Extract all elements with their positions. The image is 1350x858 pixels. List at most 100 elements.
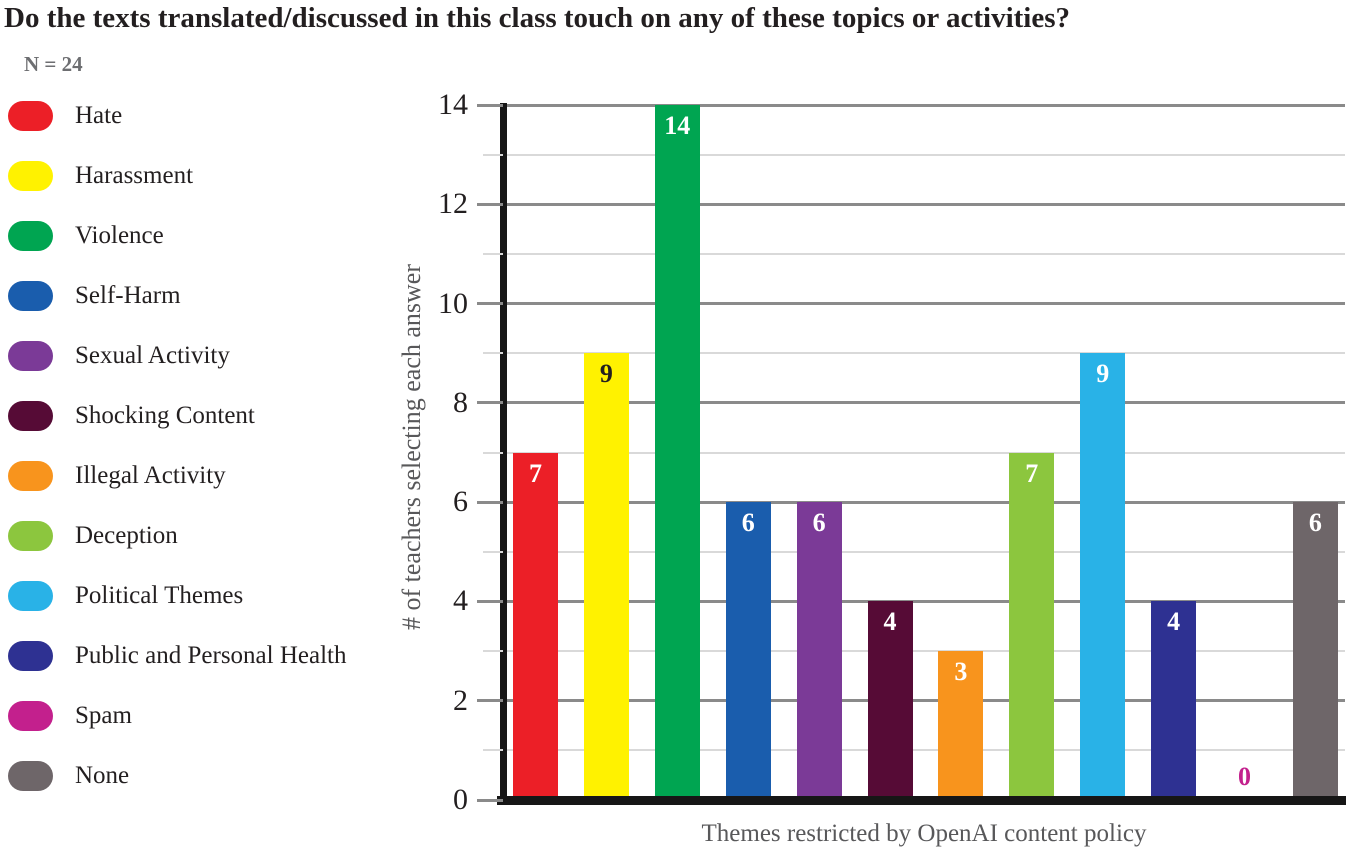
legend-swatch — [8, 701, 53, 731]
bar: 4 — [867, 601, 913, 800]
gridline-major — [503, 599, 1345, 603]
y-tick-label: 10 — [438, 286, 468, 320]
y-tick-label: 6 — [453, 485, 468, 519]
bar-value-label: 4 — [883, 607, 897, 637]
legend: Hate Harassment Violence Self-Harm Sexual Ac… — [8, 101, 346, 821]
legend-item-label: Public and Personal Health — [75, 642, 347, 669]
y-tick — [483, 451, 503, 454]
y-tick — [477, 798, 503, 802]
figure-title: Do the texts translated/discussed in thi… — [4, 2, 1071, 34]
y-axis-line — [500, 103, 507, 803]
bar-value-label: 6 — [741, 508, 755, 538]
legend-item: None — [8, 761, 346, 791]
bar-value-label: 7 — [529, 458, 542, 488]
bar: 7 — [513, 452, 558, 800]
bar-value-label: 4 — [1167, 607, 1181, 637]
legend-item-label: Spam — [75, 702, 132, 729]
legend-item-label: Hate — [75, 102, 123, 129]
legend-swatch — [8, 281, 53, 311]
bar: 6 — [796, 502, 842, 800]
legend-item: Hate — [8, 101, 346, 131]
legend-item: Illegal Activity — [8, 461, 346, 491]
gridline-minor — [503, 352, 1345, 355]
y-tick-label: 0 — [453, 783, 468, 816]
legend-item-label: Self-Harm — [75, 282, 181, 309]
y-tick-label: 14 — [438, 88, 468, 121]
bar: 3 — [938, 651, 984, 800]
legend-item: Deception — [8, 521, 346, 551]
legend-swatch — [8, 761, 53, 791]
bar: 7 — [1009, 452, 1055, 800]
gridline-major — [503, 202, 1345, 206]
y-tick — [483, 252, 503, 255]
y-axis-title: # of teachers selecting each answer — [397, 264, 426, 630]
y-tick — [483, 550, 503, 553]
bar-value-label: 14 — [664, 111, 691, 140]
y-tick-label: 8 — [453, 385, 468, 419]
bar-value-label: 9 — [599, 359, 613, 389]
legend-item-label: Illegal Activity — [75, 462, 226, 489]
legend-item: Spam — [8, 701, 346, 731]
legend-swatch — [8, 521, 53, 551]
legend-item: Harassment — [8, 161, 346, 191]
gridline-minor — [503, 749, 1345, 752]
legend-item-label: Violence — [75, 222, 164, 249]
y-tick — [477, 302, 503, 306]
y-tick — [483, 650, 503, 653]
x-axis-label: Themes restricted by OpenAI content poli… — [701, 820, 1147, 847]
bar: 6 — [725, 502, 771, 800]
y-tick — [477, 202, 503, 206]
bar-value-label: 0 — [1238, 762, 1251, 791]
gridline-major — [503, 699, 1345, 703]
bar-value-label: 6 — [812, 508, 826, 538]
y-tick-label: 2 — [453, 683, 468, 717]
bar: 6 — [1292, 502, 1338, 800]
y-tick — [477, 500, 503, 504]
gridline-minor — [503, 550, 1345, 553]
gridline-major — [503, 302, 1345, 306]
y-tick — [483, 749, 503, 752]
legend-item: Self-Harm — [8, 281, 346, 311]
legend-swatch — [8, 341, 53, 371]
plot-area: 7 9 14 6 6 4 3 7 9 4 0 6 — [503, 103, 1345, 800]
legend-item-label: Sexual Activity — [75, 342, 230, 369]
bar-value-label: 7 — [1025, 458, 1039, 488]
bar-value-label: 3 — [954, 657, 968, 687]
gridline-minor — [503, 252, 1345, 255]
legend-item: Sexual Activity — [8, 341, 346, 371]
y-tick — [483, 352, 503, 355]
y-tick — [477, 401, 503, 405]
bar: 4 — [1151, 601, 1197, 800]
bar-value-label: 9 — [1096, 359, 1110, 389]
bar: 9 — [1080, 353, 1126, 800]
y-tick — [477, 699, 503, 703]
legend-item-label: Deception — [75, 522, 178, 549]
legend-swatch — [8, 581, 53, 611]
legend-swatch — [8, 461, 53, 491]
x-axis-line — [497, 796, 1346, 805]
gridline-minor — [503, 650, 1345, 653]
legend-item: Political Themes — [8, 581, 346, 611]
y-tick — [483, 153, 503, 156]
legend-item: Violence — [8, 221, 346, 251]
y-tick-label: 4 — [453, 584, 468, 618]
sample-size-label: N = 24 — [24, 52, 83, 76]
bar: 9 — [583, 353, 629, 800]
legend-swatch — [8, 641, 53, 671]
y-tick — [477, 599, 503, 603]
legend-swatch — [8, 221, 53, 251]
y-tick — [477, 103, 503, 107]
gridline-major — [503, 401, 1345, 405]
bar-value-label: 6 — [1308, 508, 1322, 538]
gridline-major — [503, 500, 1345, 504]
gridline-minor — [503, 153, 1345, 156]
legend-swatch — [8, 401, 53, 431]
legend-item-label: Harassment — [75, 162, 194, 189]
legend-item-label: None — [75, 762, 130, 789]
gridline-minor — [503, 451, 1345, 454]
legend-item-label: Shocking Content — [75, 402, 255, 429]
legend-swatch — [8, 101, 53, 131]
legend-item: Public and Personal Health — [8, 641, 346, 671]
gridline-major — [503, 103, 1345, 107]
